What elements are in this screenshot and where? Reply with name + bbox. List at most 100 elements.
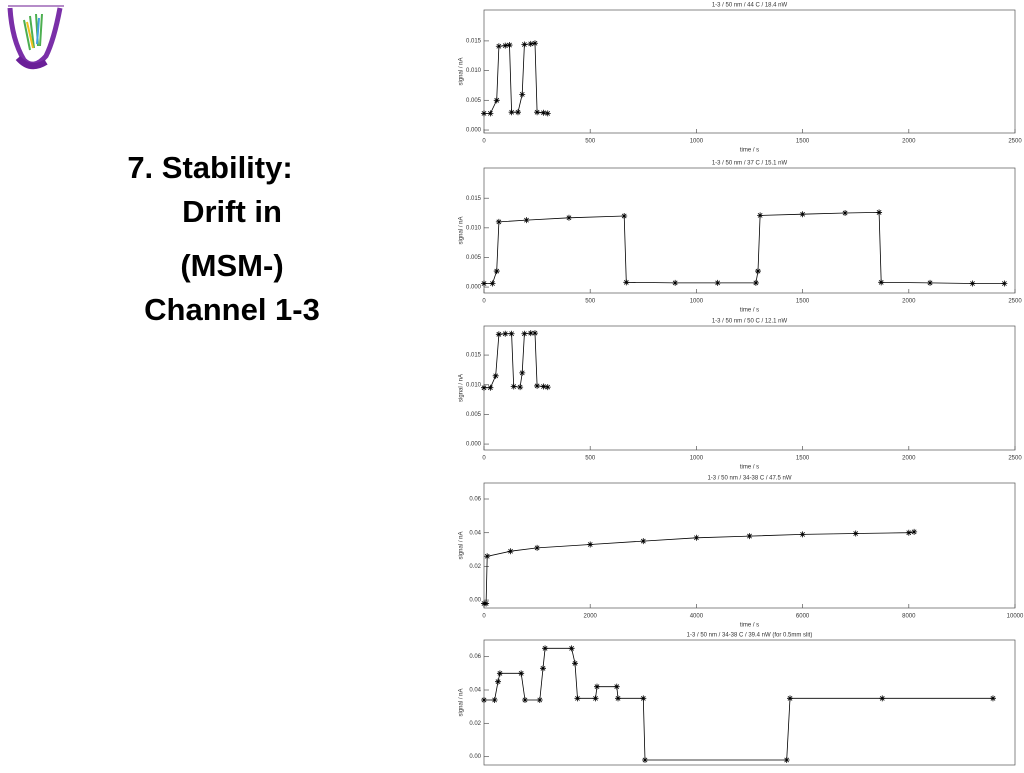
x-tick-label: 500 <box>585 299 596 305</box>
y-tick-label: 0.06 <box>469 654 481 660</box>
y-tick-label: 0.00 <box>469 598 481 604</box>
star-marker <box>852 530 859 537</box>
star-marker <box>757 212 764 219</box>
data-line <box>484 211 1005 284</box>
star-marker <box>799 531 806 538</box>
x-tick-label: 1000 <box>690 299 704 305</box>
star-marker <box>484 553 491 560</box>
data-line <box>484 332 548 389</box>
star-marker <box>540 109 547 116</box>
star-marker <box>593 683 600 690</box>
x-tick-label: 2000 <box>902 456 916 462</box>
x-tick-label: 1000 <box>690 456 704 462</box>
star-marker <box>521 41 528 48</box>
star-marker <box>565 214 572 221</box>
star-marker <box>521 697 528 703</box>
y-axis-label: signal / nA <box>459 688 465 716</box>
star-marker <box>587 541 594 548</box>
plot-frame <box>483 325 1016 451</box>
star-marker <box>527 330 534 337</box>
x-tick-label: 0 <box>482 614 486 620</box>
star-marker <box>640 538 647 545</box>
star-marker <box>540 383 547 390</box>
star-marker <box>507 548 514 555</box>
star-marker <box>783 757 790 763</box>
x-tick-label: 1000 <box>690 139 704 145</box>
star-marker <box>1001 280 1008 287</box>
star-marker <box>754 268 761 275</box>
star-marker <box>491 697 498 703</box>
y-axis-label: signal / nA <box>459 374 465 402</box>
slide-title: Drift in <box>182 194 282 229</box>
star-marker <box>542 645 549 652</box>
star-marker <box>714 279 721 286</box>
star-marker <box>876 209 883 216</box>
x-tick-label: 1500 <box>796 456 810 462</box>
slide-title: Channel 1-3 <box>144 292 320 327</box>
x-tick-label: 500 <box>585 139 596 145</box>
star-marker <box>531 330 538 337</box>
chart-title: 1-3 / 50 nm / 34-38 C / 47.5 nW <box>707 476 791 482</box>
star-marker <box>487 384 494 391</box>
star-marker <box>517 384 524 391</box>
star-marker <box>502 42 509 49</box>
star-marker <box>574 695 581 702</box>
plot-frame <box>483 482 1016 609</box>
y-tick-label: 0.02 <box>469 721 481 727</box>
y-tick-label: 0.000 <box>466 285 482 291</box>
star-marker <box>613 683 620 690</box>
star-marker <box>672 279 679 286</box>
y-tick-label: 0.015 <box>466 196 482 202</box>
y-axis-label: signal / nA <box>459 531 465 559</box>
star-marker <box>531 40 538 47</box>
star-marker <box>492 372 499 379</box>
y-tick-label: 0.000 <box>466 442 482 448</box>
star-marker <box>523 217 530 224</box>
star-marker <box>878 279 885 286</box>
y-tick-label: 0.02 <box>469 564 481 570</box>
star-marker <box>481 110 487 117</box>
y-axis-label: signal / nA <box>459 57 465 85</box>
chart-title: 1-3 / 50 nm / 34-38 C / 39.4 nW (for 0.5… <box>687 633 813 639</box>
slide-title: (MSM-) <box>180 248 283 283</box>
slide-title: 7. Stability: <box>127 150 292 185</box>
star-marker <box>506 42 513 49</box>
star-marker <box>481 280 487 287</box>
y-tick-label: 0.00 <box>469 754 481 760</box>
x-tick-label: 2500 <box>1008 139 1022 145</box>
star-marker <box>544 384 551 391</box>
star-marker <box>493 268 500 275</box>
star-marker <box>514 109 521 116</box>
star-marker <box>905 529 912 536</box>
x-tick-label: 4000 <box>690 614 704 620</box>
star-marker <box>799 211 806 218</box>
star-marker <box>495 218 502 225</box>
y-tick-label: 0.010 <box>466 382 482 388</box>
star-marker <box>521 330 528 337</box>
x-tick-label: 2000 <box>584 614 598 620</box>
star-marker <box>621 212 628 219</box>
y-tick-label: 0.06 <box>469 497 481 503</box>
x-axis-label: time / s <box>740 465 759 471</box>
star-marker <box>592 695 599 702</box>
y-tick-label: 0.04 <box>469 688 481 694</box>
star-marker <box>518 670 525 677</box>
star-marker <box>969 280 976 287</box>
plot-frame <box>483 9 1016 134</box>
star-marker <box>519 91 526 98</box>
star-marker <box>502 330 509 337</box>
plot-frame <box>483 639 1016 766</box>
x-axis-label: time / s <box>740 308 759 314</box>
star-marker <box>483 600 490 607</box>
y-tick-label: 0.04 <box>469 530 481 536</box>
star-marker <box>481 384 487 391</box>
x-tick-label: 0 <box>482 139 486 145</box>
star-marker <box>641 757 648 763</box>
y-tick-label: 0.010 <box>466 225 482 231</box>
x-tick-label: 6000 <box>796 614 810 620</box>
star-marker <box>879 695 886 702</box>
star-marker <box>544 110 551 117</box>
star-marker <box>508 330 515 337</box>
x-tick-label: 2500 <box>1008 456 1022 462</box>
